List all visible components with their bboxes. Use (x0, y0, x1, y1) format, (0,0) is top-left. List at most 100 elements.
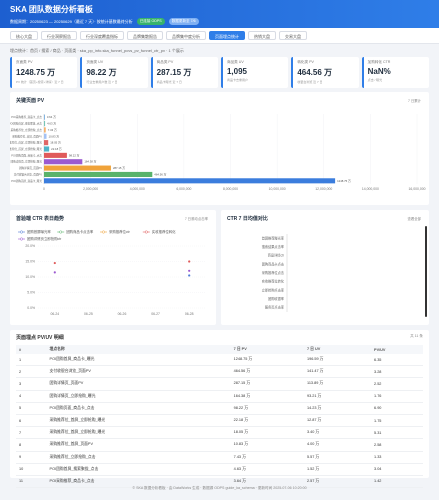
y-tick-label: 采购推荐位_首屏_立即抢购_曝光 (10, 147, 42, 151)
table-cell: 4.63 万 (230, 463, 304, 476)
data-label: 10.83 万 (49, 134, 60, 138)
table-cell: 2.52 (371, 377, 423, 391)
table-cell: 1.52 万 (303, 463, 372, 476)
table-cell: 4.00 万 (303, 438, 372, 452)
table-cell: 2.58 (371, 438, 423, 452)
badge: 已连接 ODPS (136, 18, 165, 25)
table-cell: 3 (16, 377, 47, 391)
kpi-label: 页面类 UV (86, 60, 104, 64)
x-tick-label: 2,000,000 (83, 187, 98, 191)
tab[interactable]: 品牌集散报告 (127, 31, 163, 40)
table-cell: POI团购页面_商品卡_点击 (46, 402, 231, 415)
kpi-label: 转化类 PV (297, 60, 314, 64)
table-row: 8 采购推荐位_首屏_页面PV 10.83 万 4.00 万 2.58 (16, 438, 423, 452)
y-tick-label: 10.0% (25, 275, 35, 279)
panel: 首验端 CTR 表日趋势 7 日滚动点击率 0.0% 5.0% 10.0% 15.0% 20… (10, 210, 216, 325)
tab[interactable]: 品牌集中度分析 (166, 31, 206, 40)
table-cell: 采购推荐位_立即抢购_点击 (46, 451, 231, 464)
table-cell: 12.87 万 (303, 414, 372, 428)
tab[interactable]: 核心大盘 (10, 31, 38, 40)
table-cell: 1.76 (371, 390, 423, 403)
table-cell: 2 (16, 365, 47, 379)
legend-label: 团购商品卡点击率 (66, 229, 94, 234)
legend-label: 采购推荐位ctr (109, 229, 131, 234)
x-tick-label: 06-24 (50, 312, 59, 316)
table-cell: 采购推荐位_首屏_页面PV (46, 438, 231, 452)
tab[interactable]: 行业洞察报告 (41, 31, 77, 40)
point (188, 260, 191, 263)
kpi-label: 页面类 PV (16, 60, 33, 64)
table-cell: 采购推荐位_首屏_立即抢购_曝光 (46, 414, 231, 428)
kpi-note: 商品卡去重用户 (226, 78, 248, 82)
table-cell: 464.56 万 (230, 365, 304, 379)
kpi-card: 页面类 UV 98.22 万行业去重用户数 近 7 日 (80, 57, 148, 88)
kpi-note: PV 统计（首页+搜索+详情）近 7 日 (16, 80, 64, 84)
table-row: 10 POI团购首屏_搜索聚拢_点击 4.63 万 1.52 万 3.04 (16, 463, 423, 476)
kpi-label: 加购转化 CTR (367, 60, 391, 64)
table-cell: 6 (16, 414, 47, 428)
data-label: 464.56 万 (154, 172, 166, 176)
table-cell: 3.28 (371, 365, 423, 379)
y-tick-label: 团购商品卡点击 (262, 261, 284, 266)
table-cell: 196.59 万 (303, 354, 372, 367)
x-tick-label: 6,000,000 (176, 187, 191, 191)
legend-dot (59, 230, 63, 234)
point (188, 269, 191, 272)
legend-dot (20, 230, 23, 234)
column-header: PV/UV (371, 345, 423, 354)
point (53, 271, 56, 274)
kpi-value: 1248.75 万 (16, 68, 56, 77)
table-cell: 14.23 万 (303, 402, 372, 415)
header-subtitle: 数据周期：20250623 — 20250629（最近 7 天）· 按统计基数最… (10, 18, 133, 24)
x-tick-label: 12,000,000 (315, 187, 332, 191)
tab[interactable]: 热销大盘 (248, 31, 276, 40)
tab[interactable]: 行业深度覆盖指标 (80, 31, 124, 40)
x-tick-label: 0 (43, 187, 45, 191)
table-row: 9 采购推荐位_立即抢购_点击 7.43 万 5.57 万 1.33 (16, 451, 423, 464)
bar (44, 165, 111, 171)
legend-label: 团购首屏曝光率 (27, 229, 51, 234)
kpi-card: 加购转化 CTR NaN% 点击 / 曝光 (361, 57, 429, 88)
table-row: 3 团购详情页_页面PV 287.15 万 113.89 万 2.52 (16, 377, 423, 391)
y-tick-label: POI团购页面_商品卡_点击 (11, 153, 42, 157)
bar (44, 133, 47, 139)
kpi-card: 商品类 UV 1,095 商品卡去重用户 (220, 57, 289, 88)
table-cell: 4 (16, 390, 47, 403)
table-cell: 7.43 万 (230, 451, 304, 464)
table-panel: 页面埋点 PV/UV 明细 共 11 条 # 埋点名称 7 日 PV 7 日 UV PV/… (10, 330, 429, 489)
table-cell: 3.40 万 (303, 426, 372, 440)
bar (44, 140, 49, 146)
column-header: 埋点名称 (46, 345, 231, 354)
table-cell: 5.31 (371, 426, 423, 440)
kpi-value: NaN% (367, 67, 391, 76)
kpi-label: 商品类 UV (226, 60, 244, 64)
kpi-card: 转化类 PV 464.56 万收银台浏览 近 7 日 (291, 57, 359, 88)
table-cell: 团购详情页_页面PV (46, 377, 231, 391)
header-sub: 数据周期：20250623 — 20250629（最近 7 天）· 按统计基数最… (10, 18, 429, 25)
chart: 首验端 CTR 表日趋势 7 日滚动点击率 0.0% 5.0% 10.0% 15.0% 20… (16, 215, 209, 316)
table-cell: 7 (16, 426, 47, 440)
footer: © SKA 数据分析看板 · 由 DataWorks 生成 · 数据源 ODPS… (132, 486, 307, 490)
kpi-card: 商品类 PV 287.15 万商品卡曝光 近 7 日 (150, 57, 218, 88)
x-tick-label: 06-25 (84, 312, 93, 316)
table-cell: POI团购首屏_搜索聚拢_点击 (46, 463, 231, 476)
table-cell: 5.57 万 (303, 451, 372, 464)
legend-label: 团购详情页立即抢购ctr (27, 236, 62, 241)
table: # 埋点名称 7 日 PV 7 日 UV PV/UV 1 POI团购首屏_商品卡_曝光 124… (16, 345, 423, 489)
table-cell: 113.89 万 (303, 377, 372, 391)
data-label: 287.15 万 (113, 166, 125, 170)
column-header: 7 日 UV (303, 345, 372, 354)
table-count: 共 11 条 (410, 334, 423, 338)
table-cell: 287.15 万 (230, 377, 304, 391)
chart-note: 查看全部 (407, 216, 421, 221)
tab[interactable]: 交易大盘 (279, 31, 307, 40)
tab[interactable]: 页面埋点统计 (209, 31, 245, 40)
data-label: 4.63 万 (47, 122, 56, 126)
bar (44, 146, 50, 152)
table-title: 页面埋点 PV/UV 明细 (16, 335, 64, 341)
y-tick-label: 搜索结果点击率 (262, 244, 285, 249)
y-tick-label: 15.0% (25, 260, 35, 264)
table-cell: 98.22 万 (230, 402, 304, 415)
